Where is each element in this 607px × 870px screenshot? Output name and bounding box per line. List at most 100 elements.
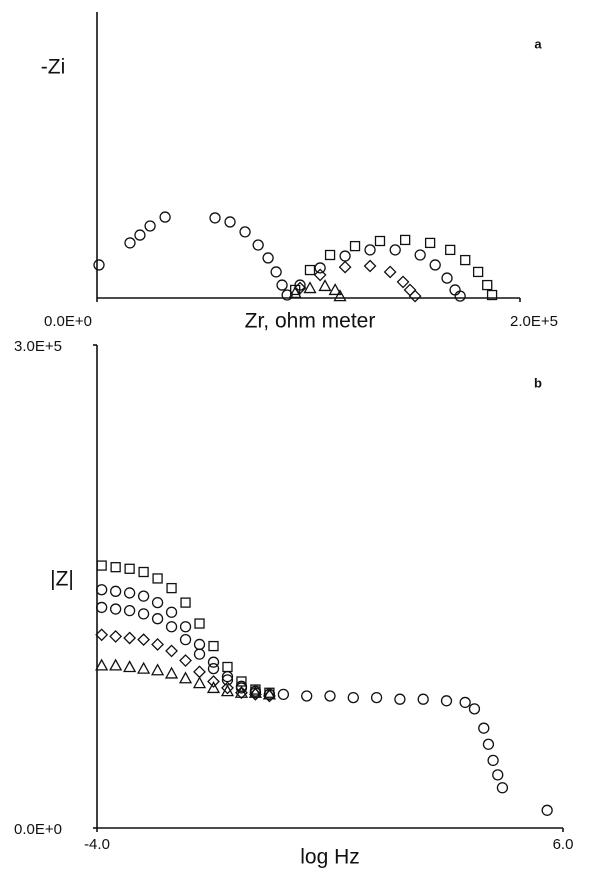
circle-marker xyxy=(137,608,150,620)
circle-marker xyxy=(165,621,178,633)
triangle-marker xyxy=(333,289,347,302)
circle-marker xyxy=(93,259,105,271)
x-tick-label: 6.0 xyxy=(553,836,574,853)
square-marker xyxy=(194,618,205,629)
circle-marker xyxy=(478,722,490,734)
x-axis-label: Zr, ohm meter xyxy=(245,310,376,333)
diamond-marker xyxy=(293,281,307,295)
square-marker xyxy=(482,279,493,291)
diamond-marker xyxy=(193,665,206,679)
circle-marker xyxy=(441,272,453,284)
circle-marker xyxy=(151,613,164,625)
triangle-marker xyxy=(318,279,332,292)
diamond-marker xyxy=(179,654,192,667)
square-marker xyxy=(349,240,361,252)
circle-marker xyxy=(314,262,326,274)
circle-marker xyxy=(394,693,406,705)
x-tick-label: -4.0 xyxy=(84,836,110,853)
triangle-marker xyxy=(248,685,263,698)
panel-label: b xyxy=(534,375,542,390)
square-marker xyxy=(445,244,456,256)
diamond-marker xyxy=(249,687,262,701)
circle-marker xyxy=(324,690,336,702)
diamond-marker xyxy=(403,283,417,297)
circle-marker xyxy=(414,249,426,261)
circle-marker xyxy=(454,290,466,302)
triangle-marker xyxy=(234,685,249,698)
triangle-marker xyxy=(178,671,193,684)
circle-marker xyxy=(364,244,376,256)
circle-marker xyxy=(339,250,351,262)
triangle-marker xyxy=(95,658,109,671)
diamond-marker xyxy=(165,644,178,658)
circle-marker xyxy=(179,633,192,646)
triangle-marker xyxy=(123,660,137,673)
diamond-marker xyxy=(207,675,220,688)
triangle-marker xyxy=(328,283,342,296)
circle-marker xyxy=(144,220,156,232)
circle-marker xyxy=(209,212,221,224)
square-marker xyxy=(166,582,177,594)
triangle-marker xyxy=(192,676,207,689)
x-tick-label: 0.0E+0 xyxy=(44,313,92,330)
square-marker xyxy=(124,563,135,574)
circle-marker xyxy=(301,690,313,702)
circle-marker xyxy=(347,691,359,704)
circle-marker xyxy=(193,638,206,651)
diamond-marker xyxy=(263,689,276,703)
square-marker xyxy=(138,566,149,578)
circle-marker xyxy=(109,585,122,597)
square-marker xyxy=(304,264,316,276)
triangle-marker xyxy=(303,281,317,294)
circle-marker xyxy=(235,682,248,694)
square-marker xyxy=(110,562,121,573)
circle-marker xyxy=(487,754,499,767)
diamond-marker xyxy=(235,686,248,700)
circle-marker xyxy=(165,606,178,618)
circle-marker xyxy=(482,738,495,750)
circle-marker xyxy=(459,696,471,709)
circle-marker xyxy=(252,239,264,251)
diamond-marker xyxy=(408,289,422,303)
circle-marker xyxy=(370,691,383,704)
triangle-marker xyxy=(288,286,302,299)
diamond-marker xyxy=(151,638,164,651)
circle-marker xyxy=(224,216,236,228)
circle-marker xyxy=(124,237,136,249)
circle-marker xyxy=(207,662,220,675)
square-marker xyxy=(222,661,233,673)
circle-marker xyxy=(96,584,108,596)
square-marker xyxy=(400,234,411,246)
circle-marker xyxy=(96,601,108,614)
diamond-marker xyxy=(95,628,109,642)
diamond-marker xyxy=(137,633,151,647)
circle-marker xyxy=(541,804,553,816)
circle-marker xyxy=(277,688,290,701)
circle-marker xyxy=(123,605,136,617)
diamond-marker xyxy=(396,275,410,289)
triangle-marker xyxy=(220,684,235,697)
y-tick-label: 0.0E+0 xyxy=(14,821,62,838)
circle-marker xyxy=(109,603,122,615)
circle-marker xyxy=(151,596,164,609)
circle-marker xyxy=(239,226,251,238)
circle-marker xyxy=(123,587,136,599)
circle-marker xyxy=(134,229,146,241)
square-marker xyxy=(472,266,484,278)
x-axis-label: log Hz xyxy=(300,846,360,869)
square-marker xyxy=(324,249,336,261)
square-marker xyxy=(460,254,471,266)
diamond-marker xyxy=(109,629,123,643)
diamond-marker xyxy=(123,631,137,645)
y-axis-label: -Zi xyxy=(41,56,66,79)
circle-marker xyxy=(417,693,429,705)
circle-marker xyxy=(440,695,453,707)
triangle-marker xyxy=(137,661,151,674)
x-tick-label: 2.0E+5 xyxy=(510,313,558,330)
triangle-marker xyxy=(164,666,179,679)
circle-marker xyxy=(429,259,441,271)
square-marker xyxy=(152,573,163,584)
circle-marker xyxy=(496,782,509,794)
panel-label: a xyxy=(534,36,542,51)
